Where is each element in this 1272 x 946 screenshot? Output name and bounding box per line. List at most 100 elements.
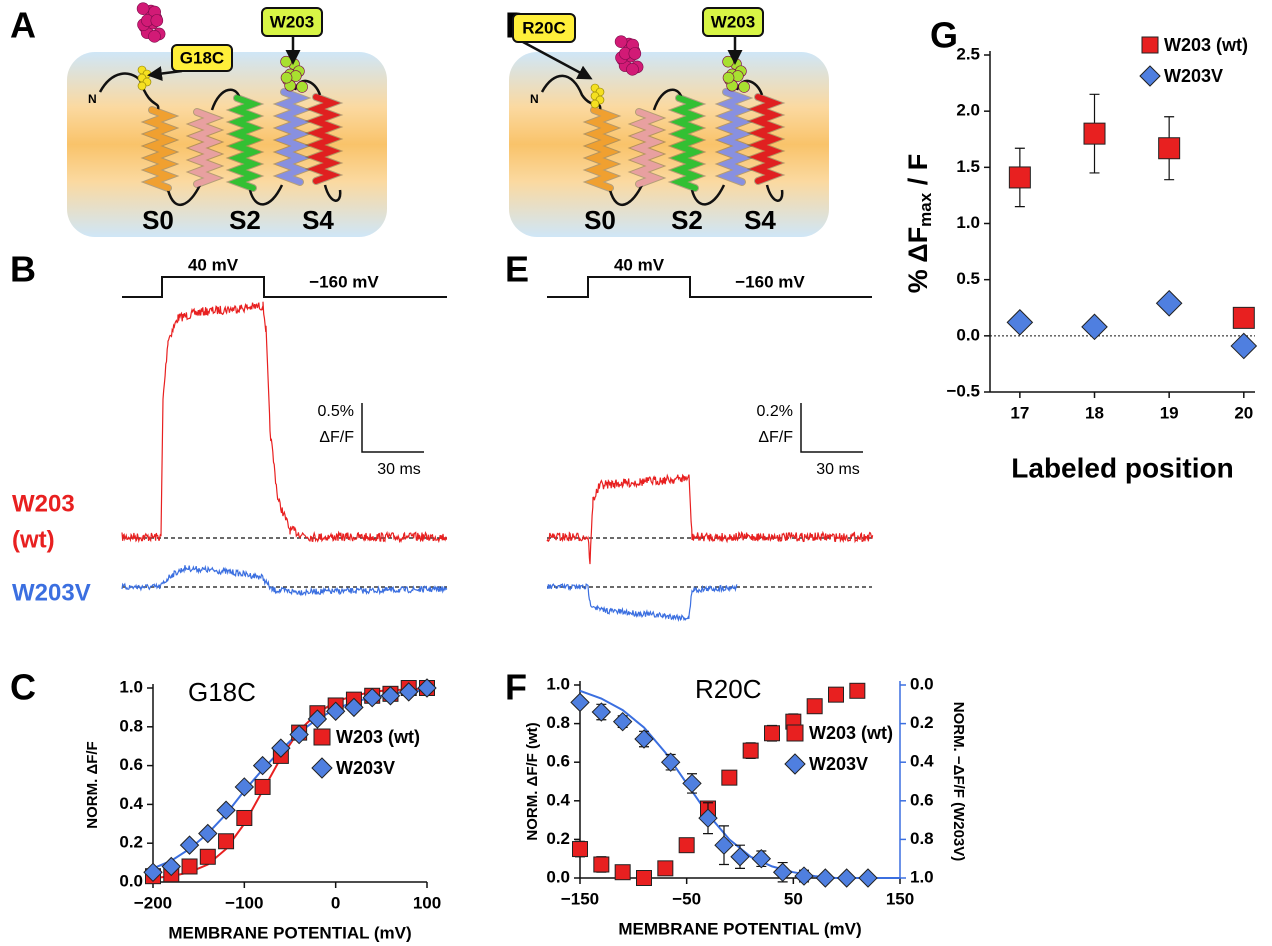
marker <box>730 847 750 867</box>
scale-x: 30 ms <box>816 461 860 478</box>
trace <box>546 582 738 622</box>
marker <box>218 833 235 850</box>
fit-line <box>152 687 428 880</box>
x-tick-label: 20 <box>1234 403 1253 422</box>
scale-bar <box>800 403 863 453</box>
marker <box>721 769 738 786</box>
segment-label: S2 <box>671 205 703 235</box>
y-tick-label: 0.6 <box>119 755 143 774</box>
trace <box>546 473 874 565</box>
segment-label: S4 <box>744 205 776 235</box>
panel-letter: B <box>10 249 36 290</box>
atom <box>280 55 292 68</box>
marker <box>1232 306 1255 329</box>
scale-unit: ΔF/F <box>319 429 354 446</box>
marker <box>682 773 702 794</box>
y-tick-label: 0.4 <box>546 790 570 809</box>
y-axis-label-part: % ΔF <box>903 227 933 293</box>
step-label: 40 mV <box>188 255 239 274</box>
callout-label: R20C <box>522 18 565 37</box>
legend-label: W203 (wt) <box>809 723 893 743</box>
y-tick-label: 0.2 <box>119 833 143 852</box>
segment-label: S0 <box>142 205 174 235</box>
callout-label: G18C <box>180 48 224 67</box>
atom <box>628 47 642 60</box>
legend-label: W203V <box>809 754 868 774</box>
panel-letter: F <box>505 667 527 708</box>
trace-label: W203 <box>12 490 75 517</box>
marker <box>1230 332 1258 360</box>
marker <box>380 686 401 706</box>
atom <box>738 81 750 93</box>
loop <box>540 74 784 207</box>
marker <box>1155 289 1183 317</box>
marker <box>325 701 346 721</box>
marker <box>307 709 328 729</box>
trace <box>121 301 448 544</box>
helix <box>670 95 704 191</box>
marker <box>806 698 823 715</box>
x-tick-label: 0 <box>331 893 340 912</box>
helix <box>228 95 262 191</box>
marker <box>660 752 681 772</box>
y2-tick-label: 0.0 <box>910 674 934 693</box>
bead <box>590 99 600 109</box>
x-tick-label: −50 <box>672 889 701 908</box>
chart-title: G18C <box>188 677 256 707</box>
atom <box>150 14 164 27</box>
marker <box>313 728 331 746</box>
marker <box>784 753 806 775</box>
marker <box>614 864 631 881</box>
marker <box>1139 65 1161 87</box>
marker <box>417 678 437 698</box>
marker <box>1081 313 1108 341</box>
y-tick-label: 0.2 <box>546 829 570 848</box>
atom <box>722 71 735 84</box>
x-tick-label: −100 <box>225 893 263 912</box>
membrane <box>509 52 829 237</box>
callout <box>512 13 576 43</box>
marker <box>1141 36 1159 54</box>
y-tick-label: 0.8 <box>546 713 570 732</box>
arrow <box>522 40 593 80</box>
chart-title: R20C <box>695 674 761 704</box>
marker <box>362 687 382 708</box>
y2-tick-label: 1.0 <box>910 867 934 886</box>
panel-letter: A <box>10 5 36 46</box>
atom <box>148 30 161 43</box>
y-tick-label: 2.0 <box>956 101 980 120</box>
helix <box>307 94 341 184</box>
y2-axis-label: NORM. −ΔF/F (W203V) <box>950 702 967 862</box>
atom <box>626 63 639 76</box>
marker <box>742 742 759 759</box>
marker <box>289 724 309 745</box>
n-terminus: N <box>88 92 97 106</box>
y-tick-label: 0.4 <box>119 794 143 813</box>
helix <box>275 89 309 185</box>
y-axis-label-part: / F <box>903 154 933 193</box>
y-tick-label: 0.6 <box>546 752 570 771</box>
x-tick-label: 150 <box>886 889 914 908</box>
marker <box>828 686 844 703</box>
marker <box>1083 122 1106 145</box>
helix <box>630 109 664 187</box>
callout <box>171 44 233 72</box>
marker <box>216 800 236 820</box>
x-tick-label: 100 <box>413 893 441 912</box>
y2-tick-label: 0.4 <box>910 752 934 771</box>
scale-y: 0.2% <box>757 403 793 420</box>
x-tick-label: 19 <box>1160 403 1179 422</box>
marker <box>252 755 273 776</box>
atom <box>614 35 628 48</box>
marker <box>236 809 253 826</box>
panel-letter: C <box>10 667 36 708</box>
marker <box>772 862 793 882</box>
voltage-protocol <box>122 276 447 298</box>
marker <box>1006 309 1034 336</box>
y-axis-label: NORM. ΔF/F <box>84 741 101 828</box>
marker <box>591 702 612 722</box>
callout <box>702 7 764 37</box>
y2-tick-label: 0.8 <box>910 829 934 848</box>
atom <box>280 71 293 84</box>
legend-label: W203V <box>1164 66 1223 86</box>
